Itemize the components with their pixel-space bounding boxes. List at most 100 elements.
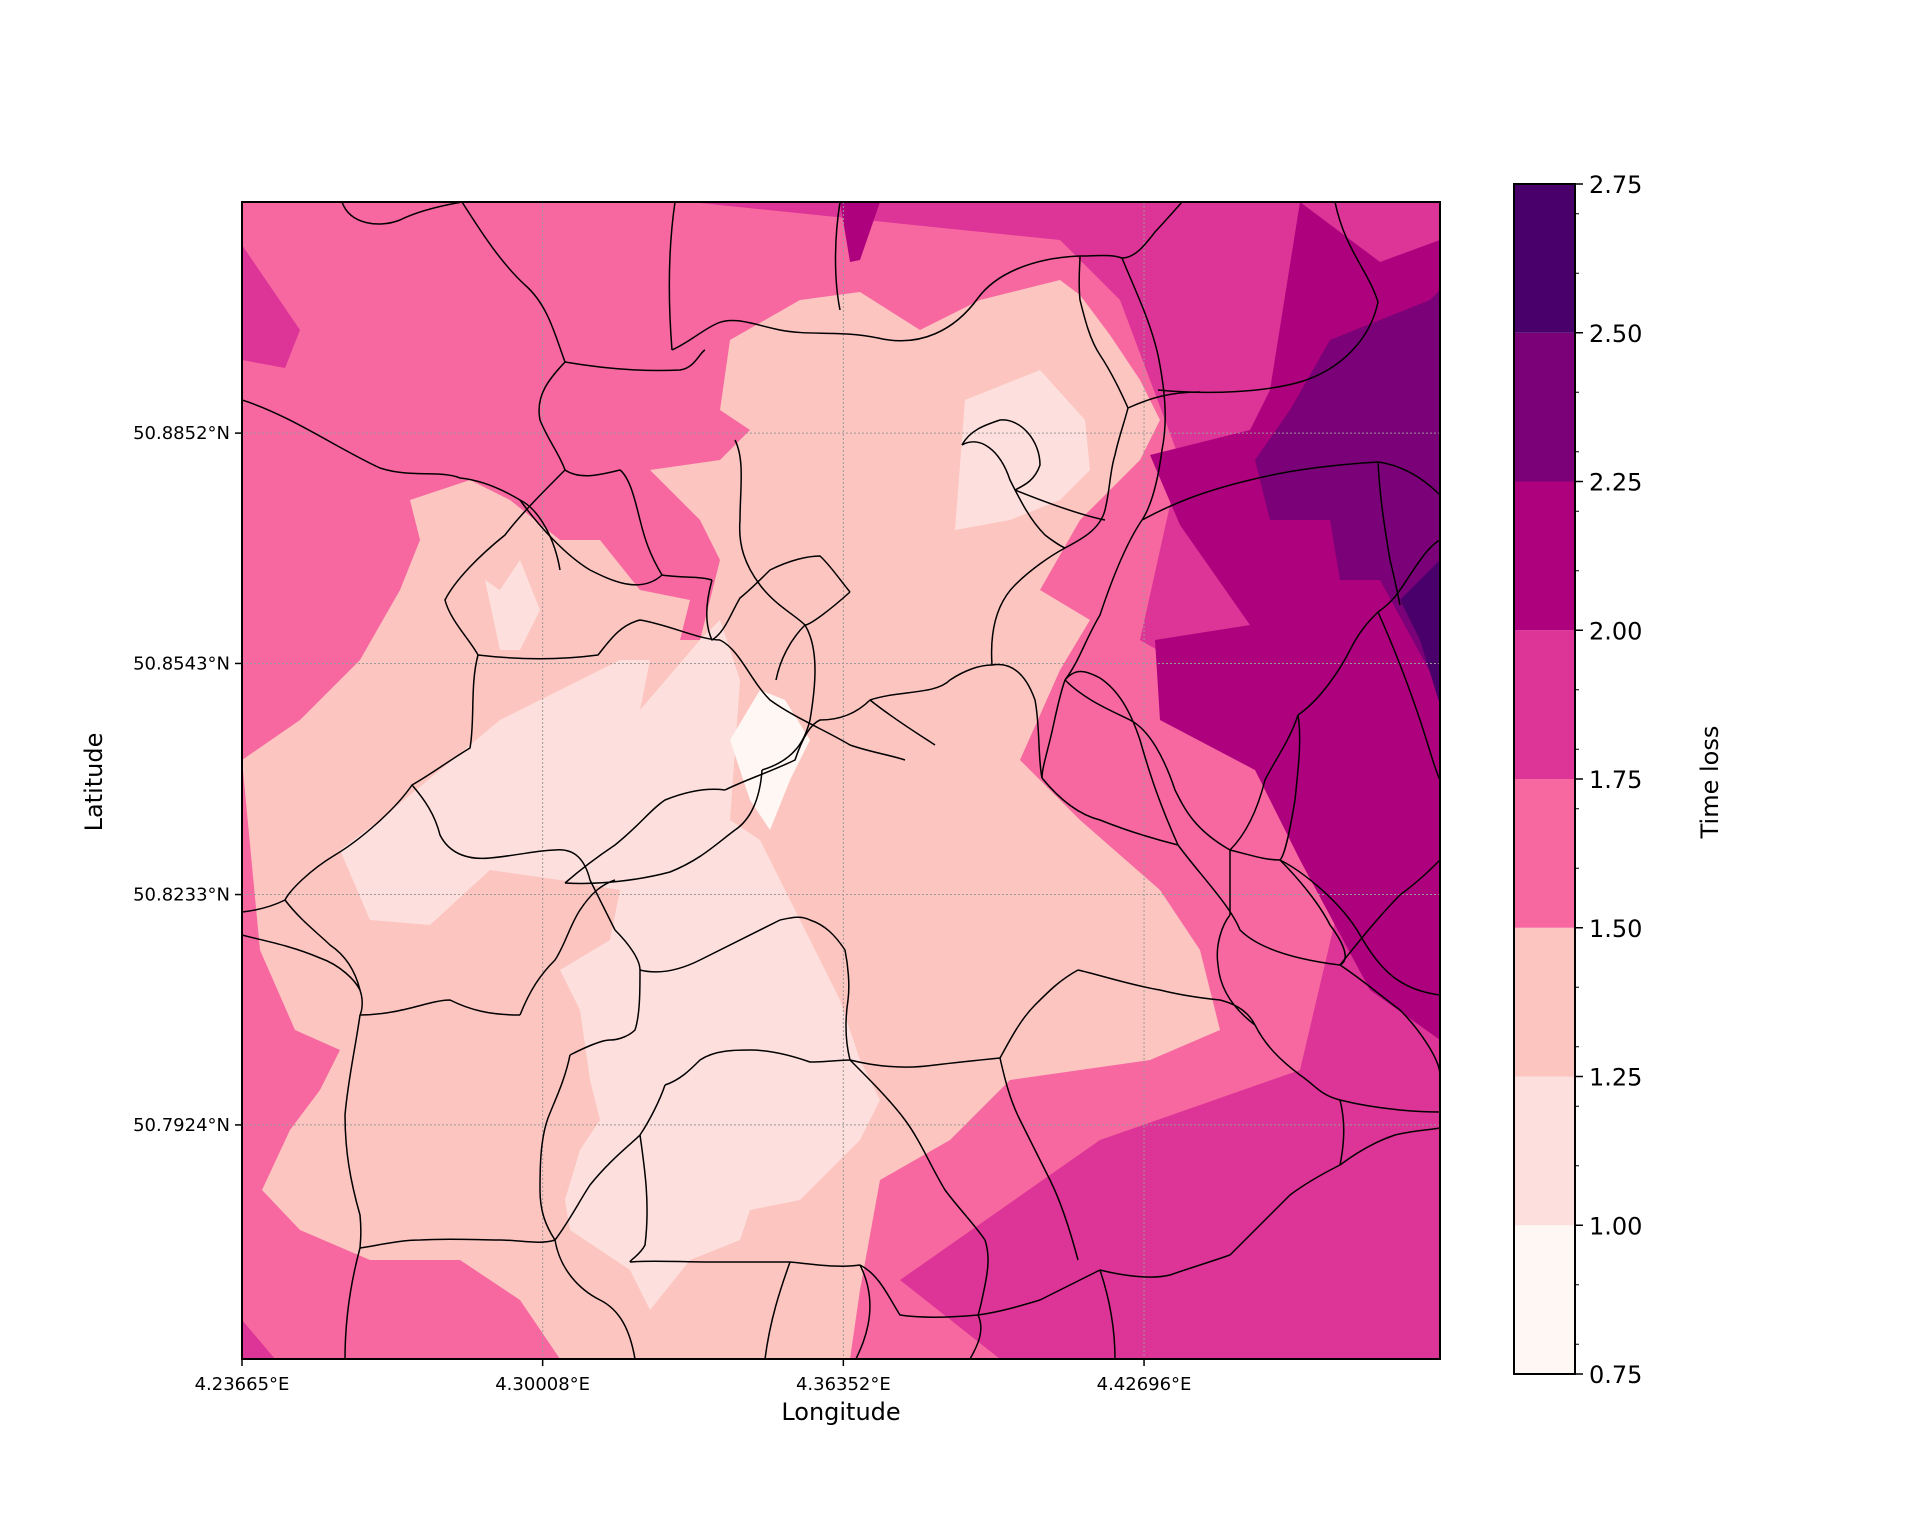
district-boundary — [564, 769, 763, 885]
colorbar-swatch — [1514, 1076, 1575, 1226]
x-axis: 4.23665°E 4.30008°E 4.36352°E 4.42696°E — [195, 1359, 1192, 1395]
contour-region — [1400, 560, 1440, 705]
colorbar-swatch — [1514, 630, 1575, 779]
district-boundary — [1064, 670, 1179, 846]
district-boundary — [1377, 539, 1440, 613]
plot-area — [242, 202, 1440, 1359]
district-boundary — [411, 784, 556, 860]
contour-layer — [242, 202, 1440, 1359]
district-boundary — [639, 1084, 666, 1136]
district-boundary — [1339, 964, 1440, 1076]
contour-region — [1255, 290, 1440, 690]
colorbar-swatch — [1514, 481, 1575, 631]
contour-region — [730, 690, 810, 830]
district-boundary — [1078, 255, 1129, 409]
x-tick-label: 4.42696°E — [1097, 1374, 1192, 1395]
colorbar: 0.75 1.00 1.25 1.50 1.75 2.00 2.25 2.50 2.75 — [1513, 171, 1642, 1389]
colorbar-swatch — [1514, 1225, 1575, 1374]
district-boundary — [444, 469, 566, 656]
district-boundary — [344, 1014, 362, 1249]
district-boundary — [1127, 391, 1201, 409]
district-boundary — [344, 1247, 361, 1359]
district-boundary — [1099, 1254, 1231, 1278]
district-boundary — [341, 202, 463, 225]
colorbar-tick-label: 2.50 — [1589, 320, 1642, 348]
district-boundary — [969, 1314, 982, 1359]
y-tick-label: 50.7924°N — [133, 1115, 230, 1136]
district-boundary — [1377, 461, 1401, 606]
colorbar-tick-label: 1.50 — [1589, 915, 1642, 943]
district-boundary — [539, 1054, 571, 1241]
colorbar-swatch — [1514, 927, 1575, 1077]
district-boundary — [1339, 859, 1440, 966]
colorbar-swatch — [1514, 779, 1575, 928]
district-boundary — [671, 202, 1183, 351]
district-boundary — [834, 202, 841, 311]
district-boundary — [764, 1261, 791, 1359]
district-boundary — [242, 899, 286, 913]
contour-region — [840, 202, 880, 262]
district-boundary — [564, 469, 713, 581]
district-boundary — [961, 419, 1041, 491]
contour-region — [242, 1320, 275, 1359]
district-boundary — [538, 361, 566, 471]
district-boundary — [359, 999, 521, 1016]
district-boundary — [990, 547, 1066, 666]
contour-region — [485, 560, 540, 650]
y-axis: 50.8852°N 50.8543°N 50.8233°N 50.7924°N — [133, 423, 242, 1136]
district-boundary — [849, 1057, 1001, 1068]
colorbar-swatch — [1514, 332, 1575, 482]
district-boundary — [1279, 859, 1440, 996]
district-boundary — [749, 1049, 851, 1063]
district-boundary — [1041, 679, 1066, 779]
district-boundary — [1157, 202, 1379, 394]
district-boundary — [242, 399, 561, 571]
district-boundary — [629, 1134, 648, 1263]
x-tick-label: 4.23665°E — [195, 1374, 290, 1395]
y-tick-label: 50.8543°N — [133, 653, 230, 674]
district-boundary — [1064, 407, 1129, 549]
district-boundary — [789, 1261, 861, 1267]
district-boundary — [961, 441, 1066, 549]
district-boundary — [1064, 679, 1231, 851]
district-boundary — [629, 1260, 790, 1263]
district-boundary — [991, 663, 1043, 779]
district-boundary — [519, 879, 616, 1016]
x-tick-label: 4.30008°E — [495, 1374, 590, 1395]
district-boundary — [1297, 611, 1379, 716]
district-boundary — [869, 664, 993, 701]
district-boundary — [999, 1057, 1079, 1261]
contour-region — [242, 245, 300, 368]
district-boundary — [1229, 1164, 1341, 1256]
district-boundary — [554, 1239, 636, 1359]
district-boundary — [1064, 519, 1143, 681]
district-boundary — [1216, 914, 1256, 1026]
district-boundary — [844, 949, 851, 1061]
y-axis-label: Latitude — [80, 733, 108, 832]
district-boundary — [719, 639, 906, 761]
district-boundary — [724, 699, 871, 791]
y-tick-label: 50.8233°N — [133, 885, 230, 906]
district-boundary — [1229, 714, 1299, 851]
district-boundary — [1279, 859, 1346, 966]
district-boundary — [706, 555, 851, 641]
district-boundary — [519, 499, 663, 586]
contour-region — [340, 620, 880, 1310]
district-boundaries — [242, 202, 1440, 1359]
district-boundary — [1279, 714, 1301, 861]
district-boundary — [359, 1238, 556, 1249]
district-boundary — [849, 1059, 986, 1241]
district-boundary — [1014, 489, 1106, 521]
district-boundary — [569, 969, 641, 1056]
district-boundary — [869, 699, 936, 746]
district-boundary — [284, 899, 363, 1016]
district-boundary — [461, 202, 706, 372]
contour-region — [955, 370, 1090, 530]
district-boundary — [1254, 1024, 1341, 1101]
district-boundary — [734, 439, 806, 626]
district-boundary — [977, 1239, 989, 1316]
colorbar-tick-label: 1.75 — [1589, 766, 1642, 794]
x-tick-label: 4.36352°E — [796, 1374, 891, 1395]
colorbar-tick-label: 1.00 — [1589, 1212, 1642, 1240]
